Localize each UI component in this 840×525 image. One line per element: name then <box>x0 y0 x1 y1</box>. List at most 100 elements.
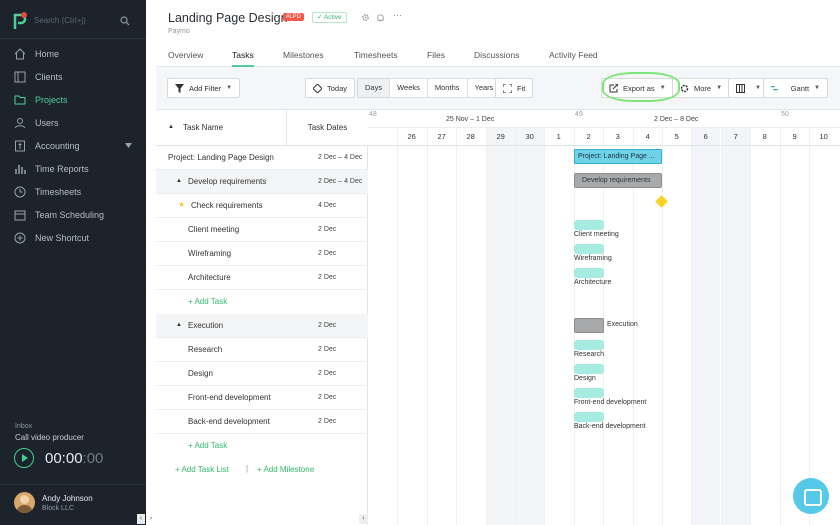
task-row[interactable]: Wireframing 2 Dec <box>156 242 368 266</box>
sidebar-item-label: Timesheets <box>35 186 82 197</box>
weekend-column <box>515 128 545 525</box>
task-row[interactable]: Architecture 2 Dec <box>156 266 368 290</box>
inbox-task[interactable]: Call video producer <box>15 433 84 442</box>
view-months-button[interactable]: Months <box>428 79 468 97</box>
week-range: 25 Nov – 1 Dec <box>446 116 495 123</box>
task-row[interactable]: Design 2 Dec <box>156 362 368 386</box>
collapse-table-button[interactable]: ‹ <box>359 514 368 524</box>
search-box[interactable]: Search (Ctrl+j) <box>34 10 134 32</box>
task-row[interactable]: Front-end development 2 Dec <box>156 386 368 410</box>
expand-panel-button[interactable]: › <box>149 515 153 522</box>
avatar[interactable] <box>14 492 35 513</box>
task-bar[interactable] <box>574 412 604 422</box>
sidebar-item-label: Accounting <box>35 140 80 151</box>
add-task-link[interactable]: + Add Task <box>188 297 228 306</box>
task-list-row[interactable]: ▲ Execution 2 Dec <box>156 314 368 338</box>
collapse-icon[interactable]: ▲ <box>176 322 182 328</box>
day-column <box>662 128 691 525</box>
day-label: 5 <box>674 132 679 141</box>
sidebar-item-timesheets[interactable]: Timesheets <box>0 180 146 203</box>
inbox-label[interactable]: Inbox <box>15 423 33 430</box>
task-bar[interactable] <box>574 244 604 254</box>
view-days-button[interactable]: Days <box>358 79 391 97</box>
project-name: Project: Landing Page Design <box>168 153 274 162</box>
tab-milestones[interactable]: Milestones <box>283 50 324 60</box>
task-bar[interactable] <box>574 364 604 374</box>
paymo-logo[interactable] <box>13 12 29 30</box>
tab-files[interactable]: Files <box>427 50 445 60</box>
sidebar-item-team-scheduling[interactable]: Team Scheduling <box>0 203 146 226</box>
search-placeholder[interactable]: Search (Ctrl+j) <box>34 16 86 25</box>
user-name[interactable]: Andy Johnson <box>42 494 93 503</box>
week-number: 48 <box>369 111 377 118</box>
collapse-all-icon[interactable]: ▲ <box>168 124 174 130</box>
project-bar[interactable]: Project: Landing Page ... <box>574 149 662 164</box>
task-table-header: ▲ Task Name Task Dates <box>156 110 368 146</box>
status-badge[interactable]: ✓ Active <box>312 12 347 23</box>
sidebar-item-home[interactable]: Home <box>0 42 146 65</box>
today-button[interactable]: Today <box>305 78 356 98</box>
tab-overview[interactable]: Overview <box>168 50 204 60</box>
task-bar[interactable] <box>574 268 604 278</box>
task-bar[interactable] <box>574 388 604 398</box>
client-name[interactable]: Paymo <box>168 28 190 35</box>
column-header-task-name[interactable]: Task Name <box>183 123 224 132</box>
sidebar-item-label: Users <box>35 117 59 128</box>
search-icon[interactable] <box>120 16 130 26</box>
day-column <box>780 128 809 525</box>
tab-activity-feed[interactable]: Activity Feed <box>549 50 598 60</box>
task-name: Back-end development <box>188 417 270 426</box>
more-button[interactable]: More ▼ <box>672 78 731 98</box>
project-row[interactable]: Project: Landing Page Design 2 Dec – 4 D… <box>156 146 368 170</box>
tab-discussions[interactable]: Discussions <box>474 50 520 60</box>
sidebar-item-time-reports[interactable]: Time Reports <box>0 157 146 180</box>
tab-tasks[interactable]: Tasks <box>232 50 254 67</box>
gear-icon <box>680 84 689 92</box>
gantt-view-button[interactable]: Gantt ▼ <box>763 78 828 98</box>
view-weeks-button[interactable]: Weeks <box>390 79 428 97</box>
sidebar-item-projects[interactable]: Projects <box>0 88 146 111</box>
task-list-bar[interactable] <box>574 318 604 333</box>
task-list-name: Execution <box>188 321 224 330</box>
toolbar: Add Filter ▼ Today Days Weeks Months Year… <box>156 67 840 110</box>
add-task-link[interactable]: + Add Task <box>188 441 228 450</box>
task-bar[interactable] <box>574 220 604 230</box>
bell-icon[interactable] <box>376 13 385 22</box>
tab-timesheets[interactable]: Timesheets <box>354 50 398 60</box>
task-row[interactable]: Research 2 Dec <box>156 338 368 362</box>
timer-display[interactable]: 00:00:00 <box>45 450 103 467</box>
task-bar[interactable] <box>574 340 604 350</box>
sidebar-item-accounting[interactable]: Accounting <box>0 134 146 157</box>
more-options-icon[interactable]: ··· <box>393 10 402 20</box>
collapse-icon[interactable]: ▲ <box>176 178 182 184</box>
sidebar-item-label: Team Scheduling <box>35 209 105 220</box>
timer-play-button[interactable] <box>14 448 34 468</box>
collapse-sidebar-button[interactable]: ‹ <box>137 514 145 524</box>
view-years-button[interactable]: Years <box>474 83 494 92</box>
task-row[interactable]: Client meeting 2 Dec <box>156 218 368 242</box>
gantt-icon <box>771 85 778 90</box>
home-icon <box>14 47 26 59</box>
task-list-name: Develop requirements <box>188 177 267 186</box>
task-list-dates: 2 Dec <box>318 322 337 329</box>
export-label: Export as <box>623 83 655 93</box>
chat-widget-button[interactable] <box>793 478 829 514</box>
task-list-row[interactable]: ▲ Develop requirements 2 Dec – 4 Dec <box>156 170 368 194</box>
sidebar-item-clients[interactable]: Clients <box>0 65 146 88</box>
gear-icon[interactable] <box>361 13 370 22</box>
chevron-down-icon[interactable] <box>125 143 132 148</box>
column-header-task-dates[interactable]: Task Dates <box>286 110 368 146</box>
add-milestone-link[interactable]: + Add Milestone <box>257 465 315 474</box>
add-filter-button[interactable]: Add Filter ▼ <box>167 78 241 98</box>
sidebar-item-label: New Shortcut <box>35 232 90 243</box>
task-list-bar[interactable]: Develop requirements <box>574 173 662 188</box>
task-row[interactable]: Back-end development 2 Dec <box>156 410 368 434</box>
sidebar-item-label: Projects <box>35 94 68 105</box>
task-dates: 4 Dec <box>318 202 337 209</box>
day-label: 8 <box>762 132 767 141</box>
sidebar-item-users[interactable]: Users <box>0 111 146 134</box>
fit-button[interactable]: Fit <box>495 78 534 98</box>
task-row[interactable]: ★ Check requirements 4 Dec <box>156 194 368 218</box>
sidebar-item-new-shortcut[interactable]: New Shortcut <box>0 226 146 249</box>
add-task-list-link[interactable]: + Add Task List <box>175 465 229 474</box>
